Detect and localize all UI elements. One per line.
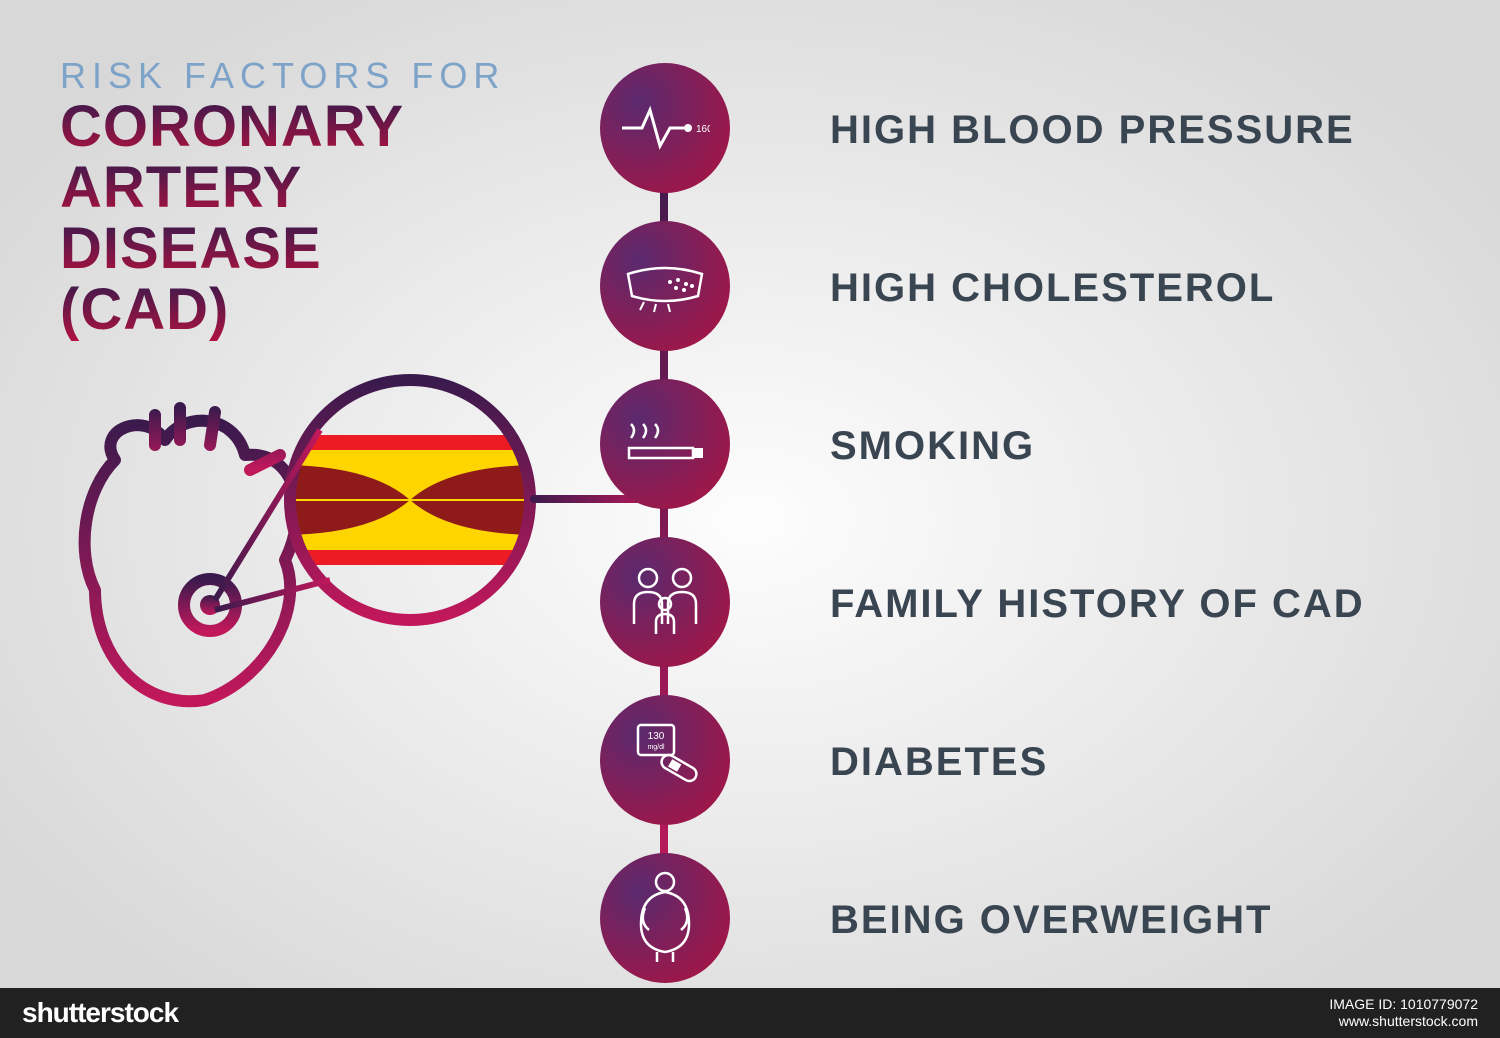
factor-node-3 <box>600 537 730 667</box>
footer-brand: shutterstock <box>22 997 178 1029</box>
title-line-3: (CAD) <box>60 280 505 341</box>
pulse-icon: 160 <box>620 98 710 158</box>
family-icon <box>620 562 710 642</box>
svg-text:mg/dl: mg/dl <box>647 744 665 751</box>
title-line-1: ARTERY <box>60 158 505 219</box>
svg-text:160: 160 <box>696 124 710 135</box>
factor-node-2 <box>600 379 730 509</box>
title-line-2: DISEASE <box>60 219 505 280</box>
artery-zoom <box>280 370 540 635</box>
title-small: RISK FACTORS FOR <box>60 55 505 97</box>
glucometer-icon: 130 mg/dl <box>620 715 710 805</box>
cigarette-icon <box>615 414 715 474</box>
factor-node-0: 160 <box>600 63 730 193</box>
footer-bar: shutterstock IMAGE ID: 1010779072 www.sh… <box>0 988 1500 1038</box>
factor-label-1: HIGH CHOLESTEROL <box>830 266 1275 311</box>
factor-label-5: BEING OVERWEIGHT <box>830 898 1272 943</box>
factor-label-2: SMOKING <box>830 424 1035 469</box>
factor-label-4: DIABETES <box>830 740 1048 785</box>
svg-text:130: 130 <box>648 731 665 742</box>
cholesterol-icon <box>620 256 710 316</box>
title-block: RISK FACTORS FOR CORONARY ARTERY DISEASE… <box>60 55 505 341</box>
title-line-0: CORONARY <box>60 97 505 158</box>
factor-label-3: FAMILY HISTORY OF CAD <box>830 582 1365 627</box>
factor-label-0: HIGH BLOOD PRESSURE <box>830 108 1355 153</box>
footer-meta: IMAGE ID: 1010779072 www.shutterstock.co… <box>1329 996 1478 1030</box>
overweight-icon <box>625 868 705 968</box>
factor-node-4: 130 mg/dl <box>600 695 730 825</box>
factor-node-1 <box>600 221 730 351</box>
factor-node-5 <box>600 853 730 983</box>
